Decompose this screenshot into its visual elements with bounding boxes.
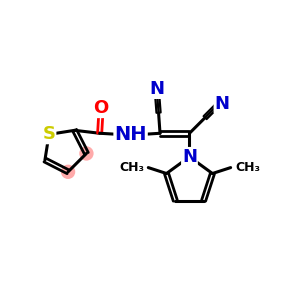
Text: N: N <box>182 148 197 166</box>
Text: CH₃: CH₃ <box>235 161 260 174</box>
Text: NH: NH <box>114 125 147 144</box>
Text: S: S <box>43 125 56 143</box>
Text: N: N <box>214 95 230 113</box>
Circle shape <box>61 165 74 178</box>
Text: O: O <box>94 99 109 117</box>
Text: N: N <box>150 80 165 98</box>
Text: CH₃: CH₃ <box>119 161 144 174</box>
Circle shape <box>80 147 93 160</box>
